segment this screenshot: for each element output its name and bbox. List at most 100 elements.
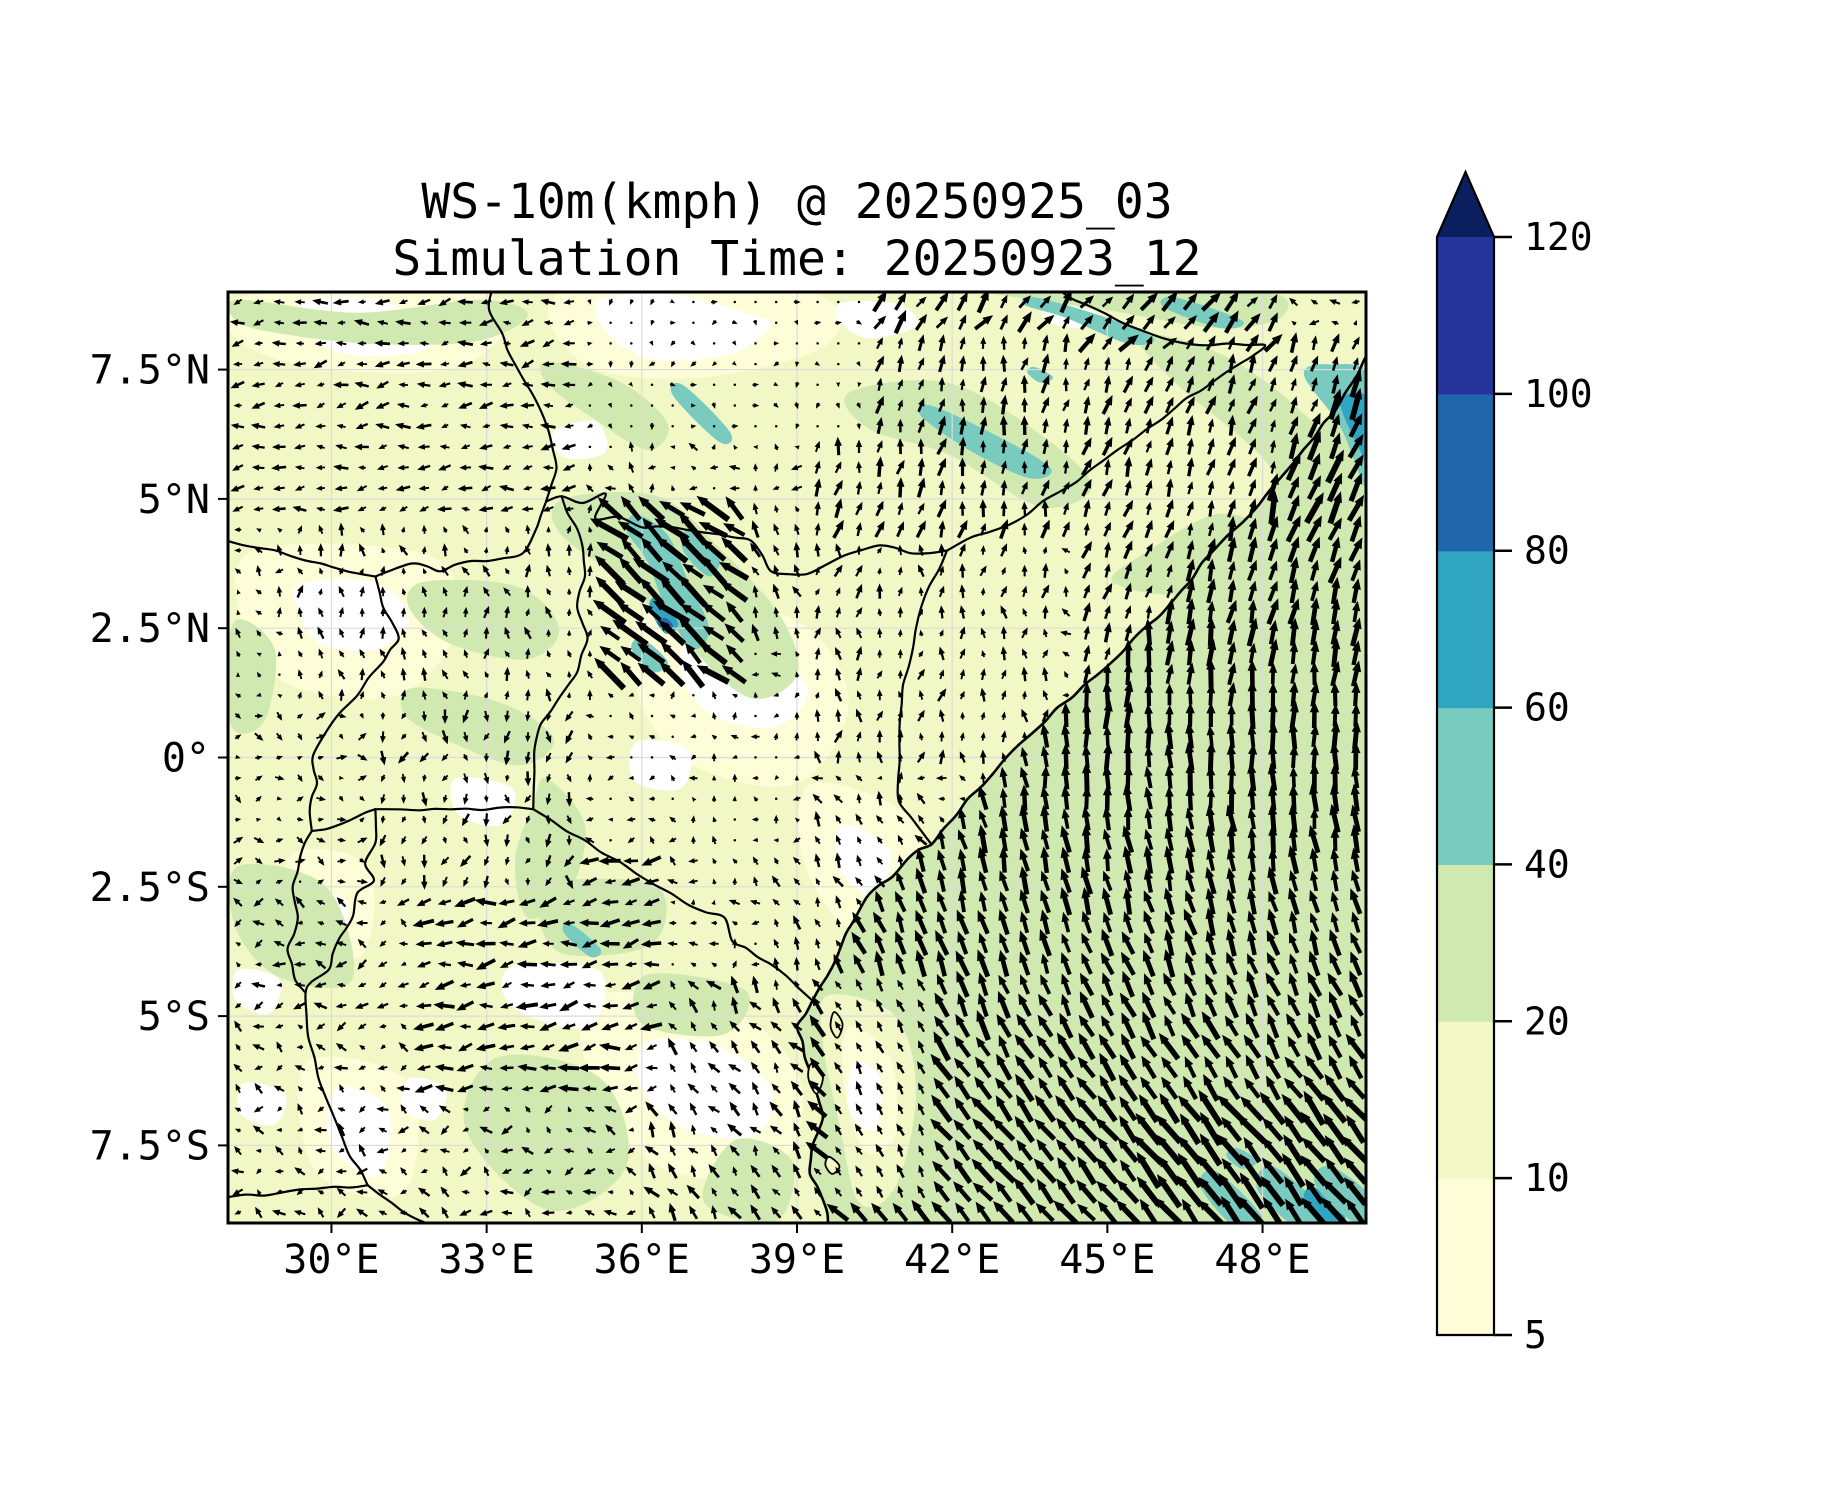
wind-arrow bbox=[359, 568, 364, 574]
wind-arrow bbox=[917, 999, 925, 1012]
wind-arrow bbox=[1206, 764, 1216, 790]
wind-arrow bbox=[877, 1020, 883, 1032]
wind-arrow bbox=[1144, 828, 1154, 851]
wind-arrow bbox=[647, 817, 656, 823]
wind-arrow bbox=[315, 485, 325, 491]
wind-arrow bbox=[1057, 1074, 1076, 1102]
wind-arrow bbox=[696, 495, 731, 523]
wind-arrow bbox=[565, 710, 574, 722]
wind-arrow bbox=[1351, 765, 1360, 789]
wind-arrow bbox=[539, 1064, 556, 1072]
wind-calm-dot bbox=[692, 694, 695, 697]
wind-arrow bbox=[1042, 649, 1049, 659]
wind-arrow bbox=[795, 671, 800, 678]
wind-arrow bbox=[587, 650, 593, 657]
wind-arrow bbox=[586, 608, 593, 617]
wind-arrow bbox=[1268, 560, 1278, 581]
wind-arrow bbox=[524, 585, 531, 598]
country-border bbox=[896, 549, 949, 846]
wind-arrow bbox=[1013, 1158, 1036, 1184]
wind-arrow bbox=[669, 855, 676, 866]
wind-arrow bbox=[1144, 932, 1155, 954]
wind-arrow bbox=[1076, 1179, 1098, 1204]
wind-arrow bbox=[1310, 618, 1320, 646]
wind-arrow bbox=[1019, 804, 1030, 833]
wind-arrow bbox=[725, 644, 744, 664]
wind-arrow bbox=[1182, 292, 1198, 311]
wind-arrow bbox=[792, 997, 802, 1013]
wind-arrow bbox=[317, 1168, 324, 1175]
wind-arrow bbox=[814, 810, 821, 827]
wind-arrow bbox=[579, 857, 600, 866]
wind-arrow bbox=[421, 690, 428, 700]
wind-arrow bbox=[1144, 356, 1154, 372]
wind-arrow bbox=[855, 708, 863, 723]
wind-arrow bbox=[1001, 669, 1007, 680]
wind-arrow bbox=[897, 669, 903, 679]
wind-arrow bbox=[567, 629, 572, 637]
wind-arrow bbox=[857, 382, 862, 388]
wind-arrow bbox=[728, 1064, 741, 1073]
wind-arrow bbox=[856, 545, 862, 555]
wind-arrow bbox=[691, 835, 696, 844]
wind-arrow bbox=[483, 526, 489, 533]
wind-arrow bbox=[1143, 868, 1153, 893]
wind-arrow bbox=[1164, 827, 1174, 852]
wind-arrow bbox=[1143, 376, 1154, 393]
wind-arrow bbox=[1267, 908, 1279, 936]
wind-arrow bbox=[1102, 680, 1112, 708]
wind-arrow bbox=[376, 1147, 389, 1154]
wind-arrow bbox=[293, 1001, 307, 1010]
wind-arrow bbox=[1040, 829, 1050, 850]
wind-arrow bbox=[632, 558, 670, 585]
wind-arrow bbox=[1156, 1114, 1183, 1145]
wind-arrow bbox=[1185, 722, 1195, 749]
wind-arrow bbox=[379, 750, 387, 766]
wind-arrow bbox=[395, 485, 411, 492]
y-tick-label: 2.5°N bbox=[90, 606, 210, 652]
wind-arrow bbox=[275, 838, 284, 843]
wind-arrow bbox=[1352, 600, 1361, 623]
wind-arrow bbox=[1104, 563, 1111, 578]
wind-arrow bbox=[959, 626, 966, 640]
wind-arrow bbox=[356, 485, 368, 492]
wind-arrow bbox=[586, 584, 593, 598]
wind-arrow bbox=[670, 320, 676, 325]
wind-calm-dot bbox=[650, 404, 654, 407]
wind-arrow bbox=[770, 651, 781, 657]
wind-arrow bbox=[296, 836, 304, 844]
wind-arrow bbox=[234, 1002, 242, 1009]
wind-arrow bbox=[1164, 376, 1174, 392]
wind-arrow bbox=[751, 920, 760, 925]
wind-arrow bbox=[1227, 398, 1235, 412]
wind-arrow bbox=[699, 642, 728, 666]
wind-arrow bbox=[1227, 764, 1237, 790]
wind-arrow bbox=[1227, 458, 1236, 476]
wind-arrow bbox=[1247, 680, 1257, 708]
wind-arrow bbox=[1290, 396, 1298, 414]
wind-arrow bbox=[377, 1189, 388, 1196]
wind-arrow bbox=[545, 671, 552, 678]
wind-arrow bbox=[255, 589, 262, 595]
wind-arrow bbox=[1081, 437, 1092, 456]
wind-arrow bbox=[542, 339, 555, 348]
wind-arrow bbox=[1042, 418, 1049, 433]
wind-arrow bbox=[274, 568, 284, 574]
wind-arrow bbox=[1350, 824, 1360, 854]
wind-arrow bbox=[895, 891, 907, 913]
wind-arrow bbox=[586, 423, 593, 428]
wind-arrow bbox=[1102, 828, 1112, 851]
wind-arrow bbox=[607, 423, 613, 429]
wind-arrow bbox=[897, 606, 904, 618]
wind-arrow bbox=[641, 603, 662, 622]
wind-arrow bbox=[524, 771, 532, 787]
wind-arrow bbox=[234, 734, 242, 740]
wind-arrow bbox=[1118, 1074, 1139, 1102]
wind-arrow bbox=[418, 1125, 430, 1135]
wind-arrow bbox=[316, 712, 326, 720]
wind-calm-dot bbox=[630, 342, 633, 345]
wind-arrow bbox=[1037, 1014, 1054, 1038]
wind-arrow bbox=[954, 1057, 971, 1078]
country-border bbox=[308, 575, 400, 832]
wind-arrow bbox=[504, 605, 510, 619]
